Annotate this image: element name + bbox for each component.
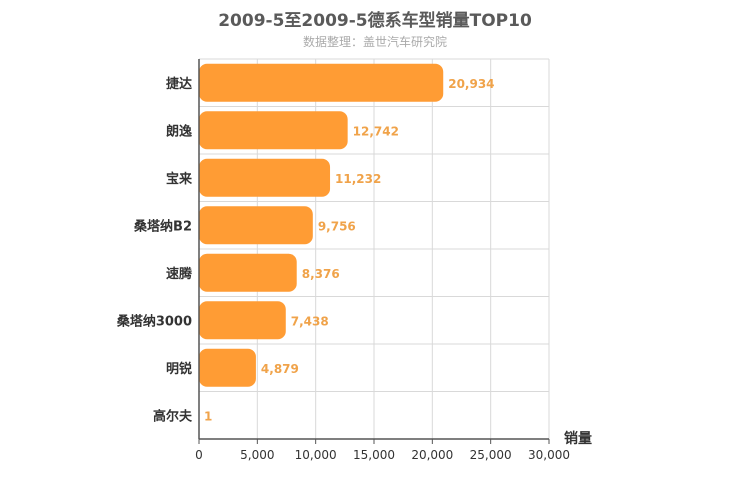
- category-label: 朗逸: [166, 123, 192, 139]
- value-label: 12,742: [353, 124, 399, 138]
- category-label: 捷达: [166, 76, 192, 92]
- bar: [199, 348, 256, 387]
- x-tick-label: 20,000: [411, 448, 453, 462]
- bar: [199, 158, 331, 197]
- x-tick-label: 10,000: [295, 448, 337, 462]
- category-label: 宝来: [166, 171, 193, 187]
- value-label: 7,438: [291, 314, 329, 328]
- value-label: 11,232: [335, 172, 381, 186]
- x-tick-label: 5,000: [240, 448, 274, 462]
- value-label: 4,879: [261, 362, 299, 376]
- x-axis-title: 销量: [564, 430, 592, 447]
- chart-title: 2009-5至2009-5德系车型销量TOP10: [218, 11, 532, 31]
- bar: [199, 63, 444, 102]
- bar: [199, 206, 313, 245]
- x-tick-label: 0: [195, 448, 203, 462]
- category-label: 桑塔纳3000: [116, 313, 192, 329]
- category-label: 速腾: [166, 266, 193, 282]
- value-label: 8,376: [302, 267, 340, 281]
- bar: [199, 301, 286, 340]
- chart-subtitle: 数据整理：盖世汽车研究院: [302, 35, 447, 49]
- category-label: 高尔夫: [153, 408, 193, 424]
- value-label: 9,756: [318, 219, 356, 233]
- bar: [199, 253, 297, 292]
- x-tick-label: 25,000: [470, 448, 512, 462]
- x-tick-label: 15,000: [353, 448, 395, 462]
- bar: [199, 111, 348, 150]
- x-tick-label: 30,000: [528, 448, 570, 462]
- category-label: 桑塔纳B2: [133, 218, 192, 234]
- value-label: 1: [204, 409, 212, 423]
- value-label: 20,934: [448, 77, 494, 91]
- category-label: 明锐: [166, 361, 192, 377]
